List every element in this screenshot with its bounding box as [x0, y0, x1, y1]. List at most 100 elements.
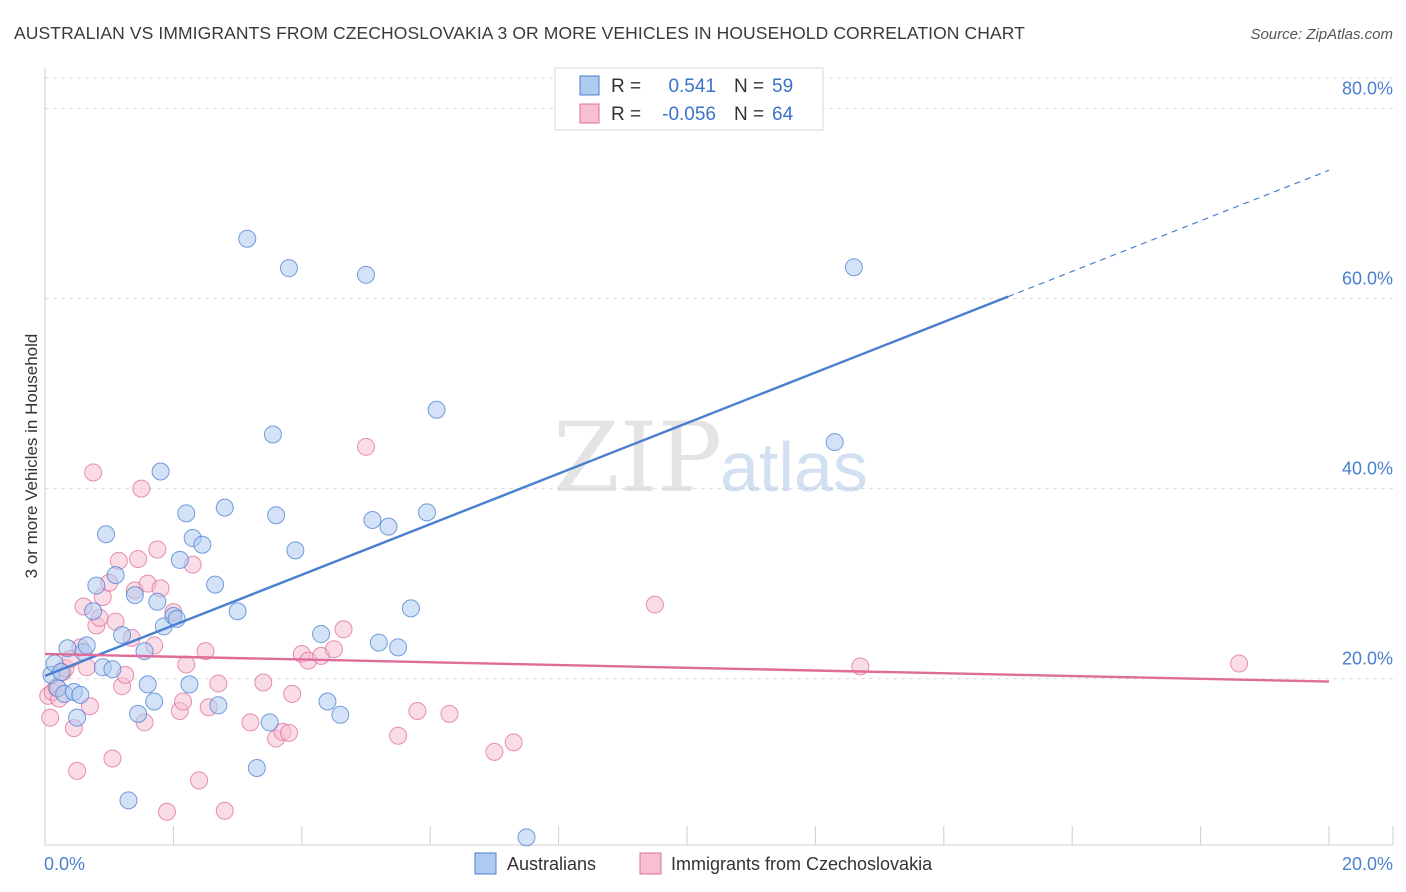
bottom-legend: Australians Immigrants from Czechoslovak… — [474, 852, 933, 875]
point-czechoslovakia — [334, 620, 353, 639]
point-australians — [238, 229, 257, 248]
stats-r-label-czechoslovakia: R = — [611, 104, 641, 125]
point-australians — [279, 259, 298, 278]
point-czechoslovakia — [129, 549, 148, 568]
point-australians — [215, 498, 234, 517]
point-australians — [209, 696, 228, 715]
stats-legend-swatch-czechoslovakia — [579, 103, 600, 124]
point-australians — [129, 704, 148, 723]
point-australians — [286, 541, 305, 560]
point-australians — [263, 425, 282, 444]
point-australians — [103, 660, 122, 679]
legend-label-czechoslovakia: Immigrants from Czechoslovakia — [671, 854, 933, 874]
point-czechoslovakia — [279, 723, 298, 742]
point-australians — [318, 692, 337, 711]
watermark-atlas: atlas — [720, 428, 868, 506]
point-czechoslovakia — [196, 642, 215, 661]
point-czechoslovakia — [357, 437, 375, 456]
y-tick-labels: 20.0% 40.0% 60.0% 80.0% — [1342, 79, 1393, 669]
point-czechoslovakia — [68, 761, 87, 780]
chart-source: Source: ZipAtlas.com — [1250, 26, 1393, 43]
point-australians — [71, 685, 90, 704]
point-australians — [180, 675, 199, 694]
point-australians — [825, 433, 844, 452]
point-australians — [170, 550, 189, 569]
point-australians — [267, 506, 286, 525]
y-tick-label: 20.0% — [1342, 649, 1393, 669]
y-axis-title: 3 or more Vehicles in Household — [22, 334, 41, 579]
stats-legend: R = 0.541 N = 59 R = -0.056 N = 64 — [554, 67, 824, 131]
stats-n-value-australians: 59 — [772, 76, 793, 97]
trendline-extension-australians — [1007, 169, 1330, 298]
point-australians — [119, 791, 138, 810]
stats-legend-box — [554, 67, 824, 131]
legend-swatch-czechoslovakia — [639, 852, 662, 875]
point-czechoslovakia — [283, 684, 302, 703]
point-australians — [177, 504, 196, 523]
point-czechoslovakia — [132, 479, 151, 498]
point-australians — [68, 708, 87, 727]
point-australians — [84, 602, 103, 621]
point-australians — [363, 510, 382, 529]
point-australians — [260, 713, 279, 732]
point-czechoslovakia — [324, 640, 343, 659]
point-australians — [517, 828, 536, 847]
point-czechoslovakia — [103, 749, 122, 768]
point-czechoslovakia — [485, 742, 504, 761]
point-australians — [87, 576, 106, 595]
stats-r-value-australians: 0.541 — [668, 76, 716, 97]
point-australians — [844, 258, 863, 277]
legend-swatch-australians — [474, 852, 497, 875]
point-czechoslovakia — [209, 674, 228, 693]
point-czechoslovakia — [241, 713, 260, 732]
point-australians — [401, 599, 420, 618]
point-australians — [151, 462, 170, 481]
point-czechoslovakia — [215, 801, 234, 820]
point-australians — [113, 625, 132, 644]
point-czechoslovakia — [645, 595, 664, 614]
point-czechoslovakia — [504, 733, 523, 752]
point-czechoslovakia — [148, 540, 167, 559]
point-australians — [369, 633, 388, 652]
trendline-australians — [44, 295, 1009, 677]
point-czechoslovakia — [254, 673, 273, 692]
stats-r-label-australians: R = — [611, 76, 641, 97]
point-australians — [228, 602, 247, 621]
point-czechoslovakia — [440, 704, 459, 723]
x-tick-label-min: 0.0% — [44, 854, 85, 874]
trend-lines — [44, 169, 1330, 683]
stats-r-value-czechoslovakia: -0.056 — [662, 104, 716, 125]
point-australians — [312, 625, 331, 644]
point-australians — [331, 705, 350, 724]
point-czechoslovakia — [389, 726, 408, 745]
point-australians — [106, 566, 125, 585]
point-australians — [389, 638, 408, 657]
stats-n-label-czechoslovakia: N = — [734, 104, 764, 125]
x-tick-label-max: 20.0% — [1342, 854, 1393, 874]
point-czechoslovakia — [177, 655, 196, 674]
point-australians — [379, 517, 398, 536]
point-australians — [193, 535, 212, 554]
point-australians — [427, 400, 446, 419]
stats-n-label-australians: N = — [734, 76, 764, 97]
y-tick-label: 80.0% — [1342, 79, 1393, 99]
point-czechoslovakia — [41, 708, 60, 727]
stats-legend-swatch-australians — [579, 75, 600, 96]
gridlines — [45, 77, 1393, 680]
point-australians — [148, 592, 167, 611]
point-australians — [138, 675, 157, 694]
point-australians — [96, 525, 115, 544]
data-points — [39, 229, 1249, 847]
point-czechoslovakia — [174, 692, 193, 711]
point-australians — [247, 759, 266, 778]
point-australians — [77, 636, 96, 655]
point-australians — [417, 503, 436, 522]
legend-label-australians: Australians — [507, 854, 596, 874]
point-australians — [125, 586, 144, 605]
point-australians — [357, 265, 375, 284]
point-australians — [145, 692, 164, 711]
y-tick-label: 60.0% — [1342, 269, 1393, 289]
point-australians — [206, 575, 225, 594]
x-ticks — [172, 826, 1394, 845]
